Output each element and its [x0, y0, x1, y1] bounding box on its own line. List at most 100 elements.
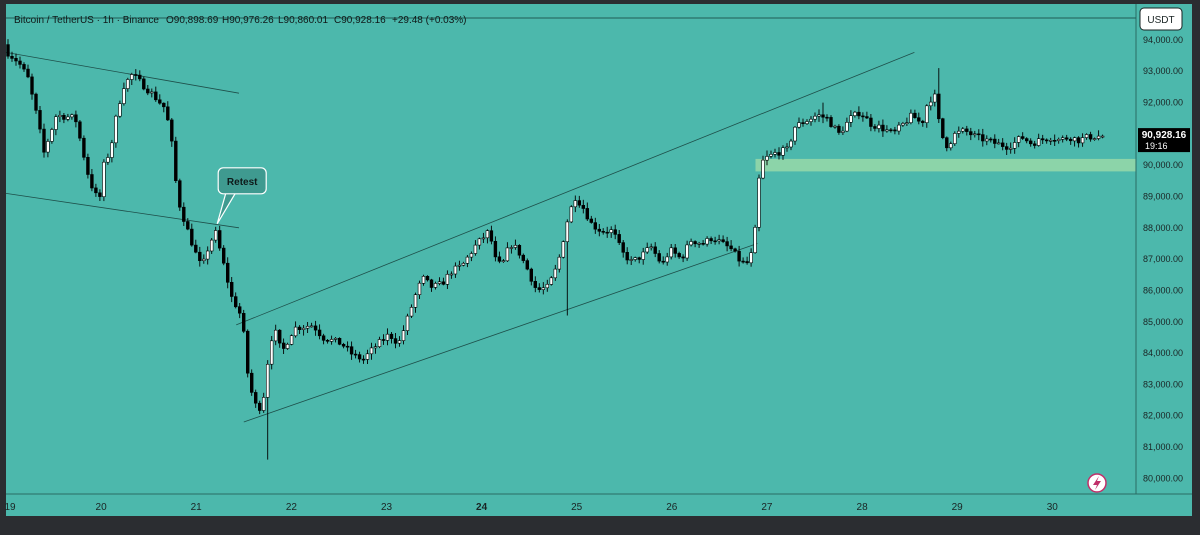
candle — [34, 92, 38, 114]
candle — [385, 328, 390, 346]
trendline[interactable] — [5, 193, 240, 229]
candle — [729, 240, 733, 252]
candle — [86, 153, 90, 179]
candle — [645, 242, 649, 254]
candle-body-up — [1008, 147, 1013, 150]
candle — [841, 126, 845, 135]
candle-body-down — [825, 116, 829, 119]
candle — [893, 126, 897, 135]
candle — [365, 349, 370, 364]
price-tick-label: 80,000.00 — [1143, 473, 1183, 483]
candle — [541, 282, 546, 295]
candle-body-down — [889, 129, 893, 132]
candle — [609, 226, 613, 238]
currency-button-bg[interactable] — [1139, 7, 1183, 31]
candle — [801, 118, 805, 127]
candle-body-up — [769, 154, 773, 157]
candle-body-up — [897, 124, 901, 132]
candle — [545, 279, 550, 292]
candle — [953, 131, 957, 146]
candle — [265, 360, 270, 460]
price-tick-label: 88,000.00 — [1143, 223, 1183, 233]
candle — [445, 270, 450, 289]
candle-body-down — [993, 138, 997, 144]
callout-box[interactable] — [217, 167, 267, 195]
candle-body-down — [533, 280, 538, 288]
candle-body-down — [913, 112, 917, 118]
candle — [745, 256, 749, 265]
candle — [305, 322, 310, 333]
support-zone[interactable] — [755, 158, 1137, 172]
candle-body-up — [1080, 137, 1085, 144]
candle — [965, 125, 969, 136]
candle-body-up — [473, 244, 478, 254]
candle — [453, 262, 458, 278]
callout-layer[interactable]: Retest — [216, 167, 267, 225]
candle-body-up — [118, 103, 122, 117]
candle — [941, 117, 945, 140]
candle-body-down — [429, 279, 434, 288]
candle — [713, 236, 717, 245]
candle — [921, 119, 925, 127]
candle — [957, 126, 961, 138]
candle-body-down — [745, 261, 749, 264]
candle — [857, 106, 861, 120]
candle-body-up — [717, 239, 721, 242]
candle — [250, 369, 254, 396]
candle — [913, 109, 917, 119]
candle-body-down — [82, 137, 86, 158]
candle-body-down — [921, 120, 925, 123]
candle — [889, 128, 893, 133]
candle-body-down — [1020, 136, 1025, 139]
candle — [246, 329, 250, 378]
time-axis[interactable]: 19 20 21 22 23 24 25 26 27 28 29 30 — [4, 502, 1058, 513]
candle — [50, 127, 54, 144]
candle-body-up — [333, 337, 338, 340]
candle — [517, 244, 522, 259]
candle-body-down — [837, 125, 841, 133]
candle-body-up — [501, 260, 506, 263]
candle — [969, 127, 973, 141]
trendline[interactable] — [5, 52, 240, 94]
candle — [273, 324, 278, 346]
current-price-bg — [1138, 128, 1190, 153]
candle — [605, 226, 609, 238]
candle-body-down — [1076, 137, 1081, 144]
candle-body-down — [945, 137, 949, 149]
candle — [210, 238, 214, 254]
candle — [349, 341, 354, 360]
price-tick-label: 86,000.00 — [1143, 285, 1183, 295]
candle — [397, 336, 402, 347]
trendline[interactable] — [236, 52, 915, 326]
current-price-value: 90,928.16 — [1142, 130, 1187, 141]
candle-body-down — [593, 222, 598, 230]
candle — [581, 199, 586, 214]
currency-button-label[interactable]: USDT — [1147, 15, 1174, 26]
currency-button[interactable]: USDT — [1139, 7, 1183, 31]
candle-body-down — [337, 337, 342, 345]
lightning-icon[interactable] — [1087, 473, 1107, 493]
candle — [102, 159, 106, 202]
candle-body-down — [1045, 139, 1049, 142]
candle — [269, 336, 274, 370]
candle — [737, 245, 741, 267]
candle — [150, 88, 154, 98]
candle-body-up — [265, 363, 270, 398]
candle-body-up — [54, 116, 58, 130]
candle-body-up — [397, 340, 402, 344]
candle-body-up — [1073, 137, 1077, 142]
candle-body-down — [657, 253, 661, 262]
candle — [222, 245, 226, 266]
candle-body-up — [817, 114, 821, 117]
trendline[interactable] — [243, 243, 758, 423]
candle — [393, 333, 398, 349]
candle-body-up — [809, 118, 813, 122]
candle-body-down — [393, 338, 398, 344]
candle-body-up — [697, 243, 701, 245]
candle — [1076, 136, 1081, 148]
candle — [1096, 130, 1101, 141]
candle — [170, 118, 174, 147]
price-axis[interactable]: 94,000.0093,000.0092,000.0091,000.0090,0… — [1143, 35, 1183, 483]
candle — [685, 240, 689, 261]
